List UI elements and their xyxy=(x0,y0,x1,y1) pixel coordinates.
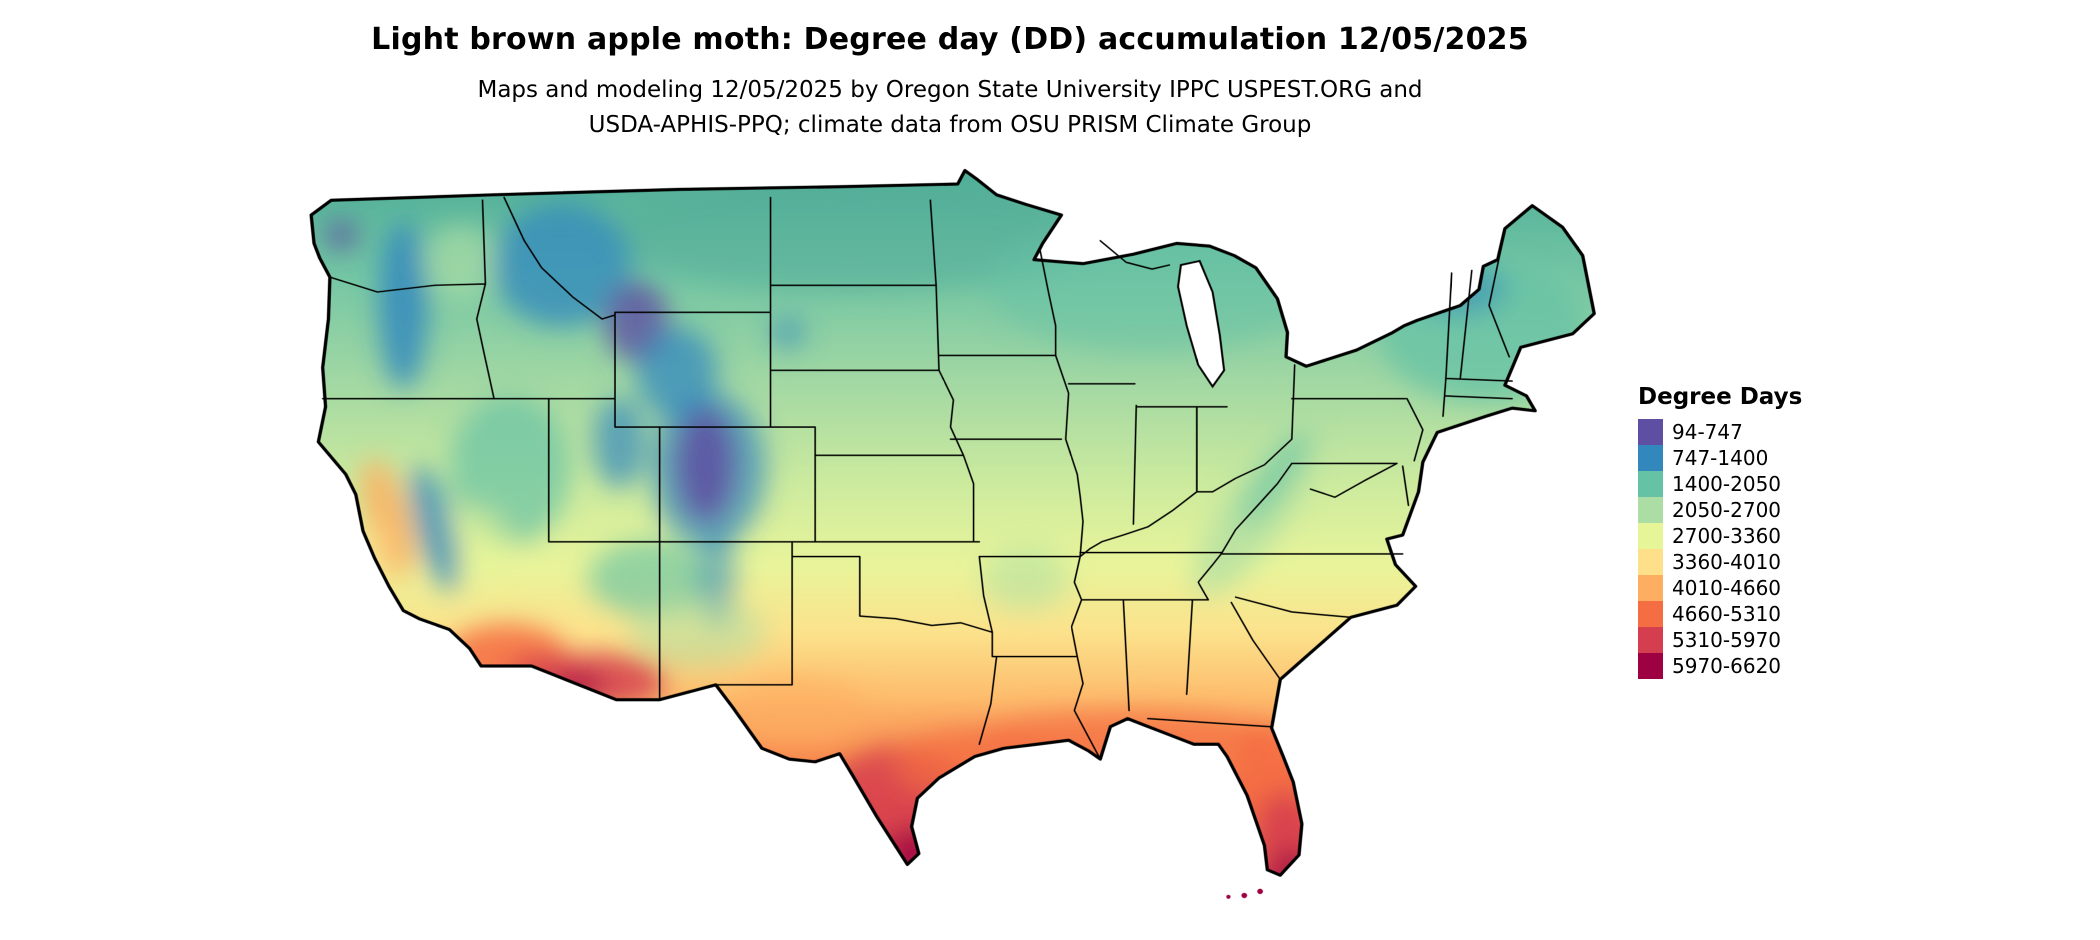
legend-swatch xyxy=(1638,627,1663,653)
legend-swatch xyxy=(1638,549,1663,575)
page-root: { "header": { "title": "Light brown appl… xyxy=(0,22,1900,899)
legend-swatch xyxy=(1638,523,1663,549)
legend-label: 5970-6620 xyxy=(1672,654,1782,678)
legend-entry: 2050-2700 xyxy=(1638,497,1802,523)
legend-entry: 4660-5310 xyxy=(1638,601,1802,627)
legend-entry: 747-1400 xyxy=(1638,445,1802,471)
legend-swatch xyxy=(1638,471,1663,497)
us-outline xyxy=(309,168,1596,877)
legend-label: 2050-2700 xyxy=(1672,498,1782,522)
legend-entry: 5970-6620 xyxy=(1638,653,1802,679)
legend-label: 1400-2050 xyxy=(1672,472,1782,496)
degree-day-fill-layer xyxy=(311,170,1595,876)
lake-michigan xyxy=(1177,259,1226,389)
legend-label: 94-747 xyxy=(1672,420,1743,444)
legend-entry: 5310-5970 xyxy=(1638,627,1802,653)
state-borders xyxy=(321,196,1513,760)
legend-entry: 94-747 xyxy=(1638,419,1802,445)
legend-label: 2700-3360 xyxy=(1672,524,1782,548)
legend-title: Degree Days xyxy=(1638,384,1803,410)
legend-entry: 2700-3360 xyxy=(1638,523,1802,549)
legend-label: 3360-4010 xyxy=(1672,550,1782,574)
legend-label: 4010-4660 xyxy=(1672,576,1782,600)
legend-swatch xyxy=(1638,653,1663,679)
legend-swatch xyxy=(1638,601,1663,627)
legend-entry: 3360-4010 xyxy=(1638,549,1802,575)
legend-swatch xyxy=(1638,419,1663,445)
us-map-svg xyxy=(309,168,1596,899)
legend-swatch xyxy=(1638,445,1663,471)
legend-label: 747-1400 xyxy=(1672,446,1769,470)
florida-keys xyxy=(1226,888,1263,899)
map-header: Light brown apple moth: Degree day (DD) … xyxy=(0,22,1900,142)
page-title: Light brown apple moth: Degree day (DD) … xyxy=(371,22,1529,57)
legend-entry: 4010-4660 xyxy=(1638,575,1802,601)
subtitle-line-1: Maps and modeling 12/05/2025 by Oregon S… xyxy=(477,77,1423,103)
subtitle-line-2: USDA-APHIS-PPQ; climate data from OSU PR… xyxy=(588,111,1312,138)
page-subtitle: Maps and modeling 12/05/2025 by Oregon S… xyxy=(0,73,1900,142)
legend-swatch xyxy=(1638,497,1663,523)
us-degree-day-map xyxy=(219,130,1659,940)
degree-days-legend: Degree Days 94-747 747-1400 1400-2050 20… xyxy=(1638,384,1802,679)
legend-entry: 1400-2050 xyxy=(1638,471,1802,497)
legend-label: 5310-5970 xyxy=(1672,628,1782,652)
legend-swatch xyxy=(1638,575,1663,601)
legend-label: 4660-5310 xyxy=(1672,602,1782,626)
